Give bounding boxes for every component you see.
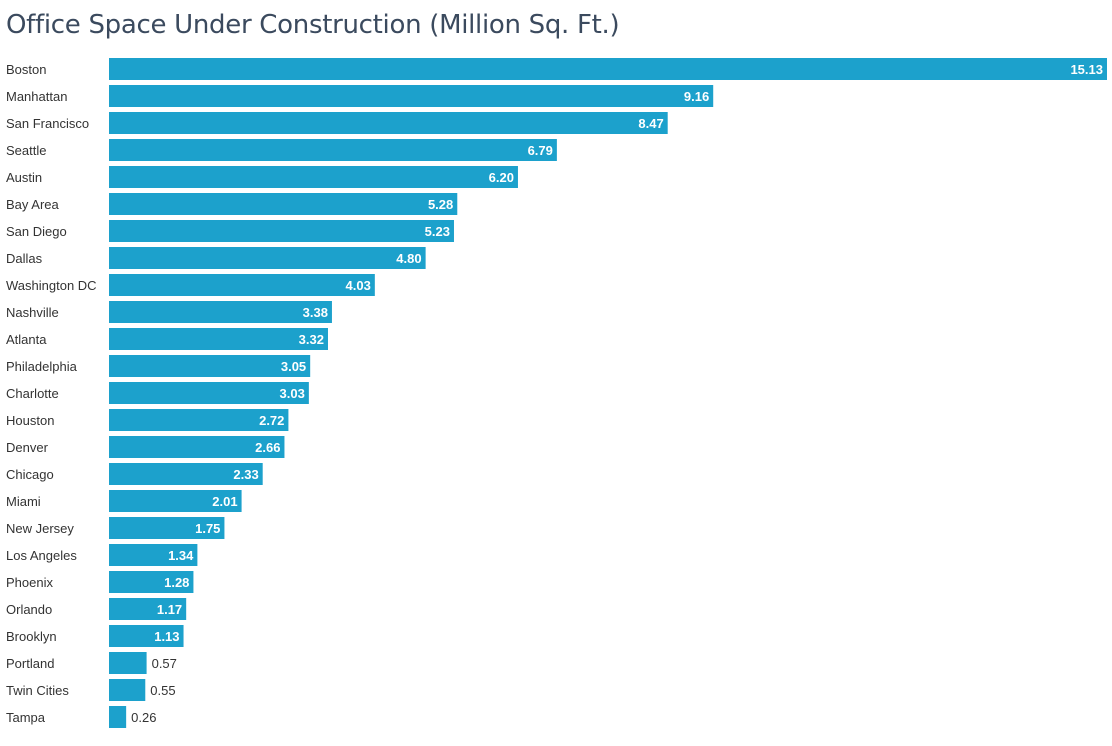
data-label: 6.20 bbox=[489, 170, 514, 185]
data-label: 3.38 bbox=[303, 305, 328, 320]
bar bbox=[109, 517, 225, 539]
chart-title: Office Space Under Construction (Million… bbox=[6, 10, 620, 40]
category-label: Chicago bbox=[6, 467, 54, 482]
category-label: Dallas bbox=[6, 251, 43, 266]
bar bbox=[109, 706, 127, 728]
data-label: 15.13 bbox=[1070, 62, 1103, 77]
data-label: 1.75 bbox=[195, 521, 220, 536]
bar bbox=[109, 301, 332, 323]
category-label: San Diego bbox=[6, 224, 67, 239]
data-label: 0.57 bbox=[152, 656, 177, 671]
data-label: 0.55 bbox=[150, 683, 175, 698]
data-label: 5.28 bbox=[428, 197, 453, 212]
category-label: Atlanta bbox=[6, 332, 47, 347]
category-label: San Francisco bbox=[6, 116, 89, 131]
data-label: 8.47 bbox=[638, 116, 663, 131]
data-label: 1.34 bbox=[168, 548, 194, 563]
bar bbox=[109, 382, 309, 404]
bar bbox=[109, 409, 289, 431]
bar bbox=[109, 355, 311, 377]
category-label: Twin Cities bbox=[6, 683, 69, 698]
bar bbox=[109, 220, 454, 242]
data-label: 6.79 bbox=[528, 143, 553, 158]
bar bbox=[109, 274, 375, 296]
category-label: Boston bbox=[6, 62, 46, 77]
bar bbox=[109, 490, 242, 512]
data-label: 2.01 bbox=[212, 494, 237, 509]
data-label: 2.72 bbox=[259, 413, 284, 428]
category-label: Phoenix bbox=[6, 575, 53, 590]
bar bbox=[109, 247, 426, 269]
category-label: Austin bbox=[6, 170, 42, 185]
bar bbox=[109, 463, 263, 485]
data-label: 3.03 bbox=[280, 386, 305, 401]
category-label: Los Angeles bbox=[6, 548, 77, 563]
data-label: 4.03 bbox=[346, 278, 371, 293]
bar bbox=[109, 58, 1107, 80]
data-label: 3.05 bbox=[281, 359, 306, 374]
bar bbox=[109, 625, 184, 647]
bar bbox=[109, 166, 518, 188]
category-label: Manhattan bbox=[6, 89, 67, 104]
category-label: Portland bbox=[6, 656, 54, 671]
category-label: Bay Area bbox=[6, 197, 60, 212]
category-label: Houston bbox=[6, 413, 54, 428]
category-label: Nashville bbox=[6, 305, 59, 320]
data-label: 1.28 bbox=[164, 575, 189, 590]
bar bbox=[109, 139, 557, 161]
data-label: 2.66 bbox=[255, 440, 280, 455]
bar bbox=[109, 652, 147, 674]
bar bbox=[109, 436, 285, 458]
data-label: 3.32 bbox=[299, 332, 324, 347]
category-label: Miami bbox=[6, 494, 41, 509]
bar bbox=[109, 679, 146, 701]
bar bbox=[109, 598, 187, 620]
data-label: 2.33 bbox=[233, 467, 258, 482]
data-label: 1.13 bbox=[154, 629, 179, 644]
category-label: New Jersey bbox=[6, 521, 74, 536]
data-label: 5.23 bbox=[425, 224, 450, 239]
bar bbox=[109, 328, 328, 350]
category-label: Washington DC bbox=[6, 278, 97, 293]
bar bbox=[109, 112, 668, 134]
data-label: 0.26 bbox=[131, 710, 156, 725]
data-label: 1.17 bbox=[157, 602, 182, 617]
bar bbox=[109, 544, 198, 566]
category-label: Charlotte bbox=[6, 386, 59, 401]
data-label: 4.80 bbox=[396, 251, 421, 266]
bar bbox=[109, 85, 714, 107]
category-label: Seattle bbox=[6, 143, 46, 158]
category-label: Tampa bbox=[6, 710, 46, 725]
category-label: Orlando bbox=[6, 602, 52, 617]
data-label: 9.16 bbox=[684, 89, 709, 104]
category-label: Philadelphia bbox=[6, 359, 78, 374]
category-label: Denver bbox=[6, 440, 49, 455]
bar bbox=[109, 193, 458, 215]
bar bbox=[109, 571, 194, 593]
category-label: Brooklyn bbox=[6, 629, 57, 644]
